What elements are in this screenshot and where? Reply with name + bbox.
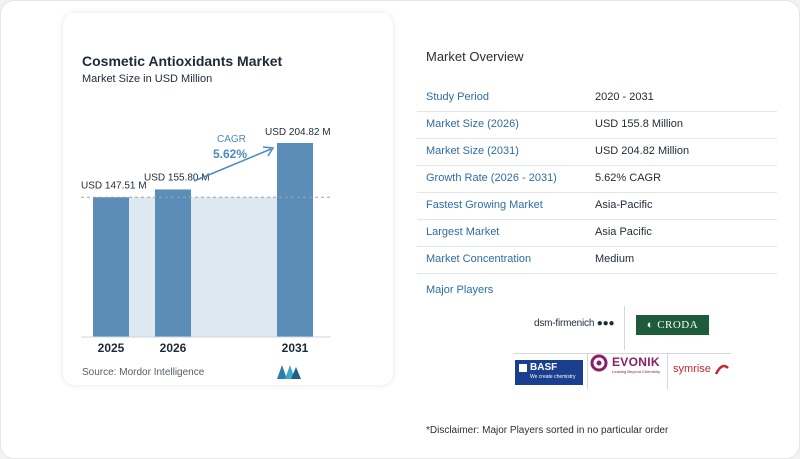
disclaimer-text: *Disclaimer: Major Players sorted in no … [426,425,669,436]
overview-row-growth-rate: Growth Rate (2026 - 2031) 5.62% CAGR [417,166,777,193]
mordor-logo-icon [277,365,301,379]
overview-label: Study Period [426,91,489,103]
x-tick-label-2025: 2025 [98,341,125,355]
croda-logo: ◐ CRODA [636,315,709,335]
overview-value: 5.62% CAGR [595,172,662,184]
overview-row-largest-market: Largest Market Asia Pacific [417,220,777,247]
evonik-swirl-icon [590,354,608,372]
overview-row-fastest-growing-market: Fastest Growing Market Asia-Pacific [417,193,777,220]
data-label-2025: USD 147.51 M [81,180,147,191]
basf-tagline: We create chemistry [530,374,576,380]
bar-2025 [93,197,129,337]
overview-label: Market Size (2031) [426,145,519,157]
chart-title: Cosmetic Antioxidants Market [82,53,283,69]
bar-2026 [155,189,191,337]
basf-name: BASF [530,362,558,373]
overview-label: Growth Rate (2026 - 2031) [426,172,557,184]
x-tick-label-2026: 2026 [160,341,187,355]
overview-value: Medium [595,253,635,265]
cagr-value: 5.62% [213,147,247,161]
market-overview-table: Study Period 2020 - 2031 Market Size (20… [417,85,777,274]
source-text: Source: Mordor Intelligence [82,367,205,378]
evonik-tagline: Leading Beyond Chemistry [612,369,661,374]
overview-value: 2020 - 2031 [595,91,654,103]
overview-label: Largest Market [426,226,500,238]
cagr-arrow-line [193,148,272,182]
cagr-arrow-head-icon [262,146,275,157]
logo-divider [624,306,625,350]
chart-subtitle: Market Size in USD Million [82,73,213,85]
dsm-firmenich-name: dsm-firmenich [534,318,595,329]
basf-square-icon [519,364,527,372]
overview-value: USD 155.8 Million [595,118,684,130]
overview-row-market-size-2026: Market Size (2026) USD 155.8 Million [417,112,777,139]
logo-divider [513,353,731,354]
market-overview-title: Market Overview [426,49,524,64]
data-label-2031: USD 204.82 M [265,127,331,138]
croda-name: CRODA [657,319,699,331]
overview-row-market-size-2031: Market Size (2031) USD 204.82 Million [417,139,777,166]
overview-value: Asia-Pacific [595,199,653,211]
basf-logo: BASF We create chemistry [515,360,583,385]
croda-mark-icon: ◐ [646,319,658,331]
bar-2031 [277,143,313,337]
overview-row-market-concentration: Market Concentration Medium [417,247,777,274]
x-tick-label-2031: 2031 [282,341,309,355]
overview-row-study-period: Study Period 2020 - 2031 [417,85,777,112]
cagr-label: CAGR [217,134,246,145]
evonik-name: EVONIK [612,355,660,369]
dsm-dots-icon: ●●● [596,318,615,329]
overview-label: Market Concentration [426,253,532,265]
symrise-swoosh-icon [715,364,729,375]
data-label-2026: USD 155.80 M [144,172,210,183]
major-players-title: Major Players [426,284,494,296]
overview-value: USD 204.82 Million [595,145,690,157]
overview-value: Asia Pacific [595,226,652,238]
logo-divider [667,353,668,389]
dsm-firmenich-logo: dsm-firmenich ●●● [534,318,615,329]
overview-label: Fastest Growing Market [426,199,543,211]
logo-divider [587,353,588,389]
overview-label: Market Size (2026) [426,118,519,130]
symrise-logo: symrise [673,363,711,375]
